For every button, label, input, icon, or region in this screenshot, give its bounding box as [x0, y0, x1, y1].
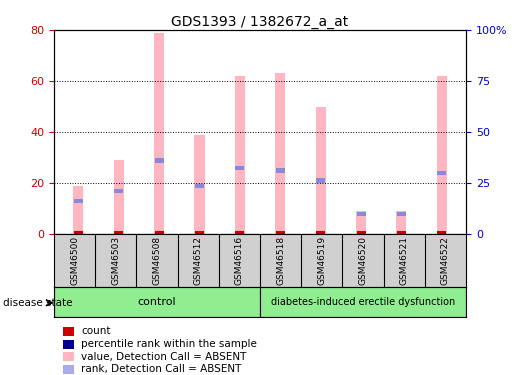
- Bar: [437, 231, 447, 234]
- Text: percentile rank within the sample: percentile rank within the sample: [81, 339, 257, 349]
- Bar: [437, 76, 447, 234]
- Bar: [276, 231, 285, 234]
- Text: diabetes-induced erectile dysfunction: diabetes-induced erectile dysfunction: [271, 297, 455, 307]
- Text: GSM46518: GSM46518: [276, 236, 285, 285]
- Bar: [74, 231, 83, 234]
- Bar: [356, 211, 366, 216]
- Bar: [235, 76, 245, 234]
- Bar: [397, 231, 406, 234]
- Bar: [235, 231, 245, 234]
- Text: GSM46516: GSM46516: [235, 236, 244, 285]
- Bar: [154, 231, 164, 234]
- Text: GSM46519: GSM46519: [317, 236, 327, 285]
- Bar: [63, 365, 75, 374]
- Bar: [63, 327, 75, 336]
- Bar: [397, 211, 406, 234]
- Text: GSM46522: GSM46522: [441, 236, 450, 285]
- Bar: [114, 189, 123, 193]
- Bar: [73, 186, 83, 234]
- Bar: [114, 160, 124, 234]
- Text: control: control: [138, 297, 176, 307]
- Bar: [114, 231, 123, 234]
- Text: disease state: disease state: [3, 298, 72, 308]
- Bar: [316, 178, 325, 183]
- Bar: [63, 352, 75, 362]
- Text: GSM46520: GSM46520: [358, 236, 368, 285]
- Text: GSM46512: GSM46512: [194, 236, 203, 285]
- Text: GSM46508: GSM46508: [152, 236, 162, 285]
- Bar: [154, 158, 164, 163]
- Bar: [437, 171, 447, 176]
- Text: GSM46521: GSM46521: [400, 236, 409, 285]
- Bar: [316, 231, 325, 234]
- Text: rank, Detection Call = ABSENT: rank, Detection Call = ABSENT: [81, 364, 242, 374]
- Bar: [316, 106, 325, 234]
- Bar: [54, 287, 260, 317]
- Bar: [356, 211, 366, 234]
- Text: value, Detection Call = ABSENT: value, Detection Call = ABSENT: [81, 352, 247, 362]
- Text: GSM46503: GSM46503: [111, 236, 121, 285]
- Bar: [275, 74, 285, 234]
- Text: GSM46500: GSM46500: [70, 236, 79, 285]
- Bar: [63, 340, 75, 349]
- Bar: [195, 231, 204, 234]
- Bar: [397, 211, 406, 216]
- Bar: [276, 168, 285, 173]
- Bar: [260, 287, 466, 317]
- Bar: [235, 166, 245, 170]
- Bar: [74, 199, 83, 204]
- Text: count: count: [81, 327, 111, 336]
- Bar: [195, 135, 204, 234]
- Bar: [195, 183, 204, 188]
- Bar: [356, 231, 366, 234]
- Title: GDS1393 / 1382672_a_at: GDS1393 / 1382672_a_at: [171, 15, 349, 29]
- Bar: [154, 33, 164, 234]
